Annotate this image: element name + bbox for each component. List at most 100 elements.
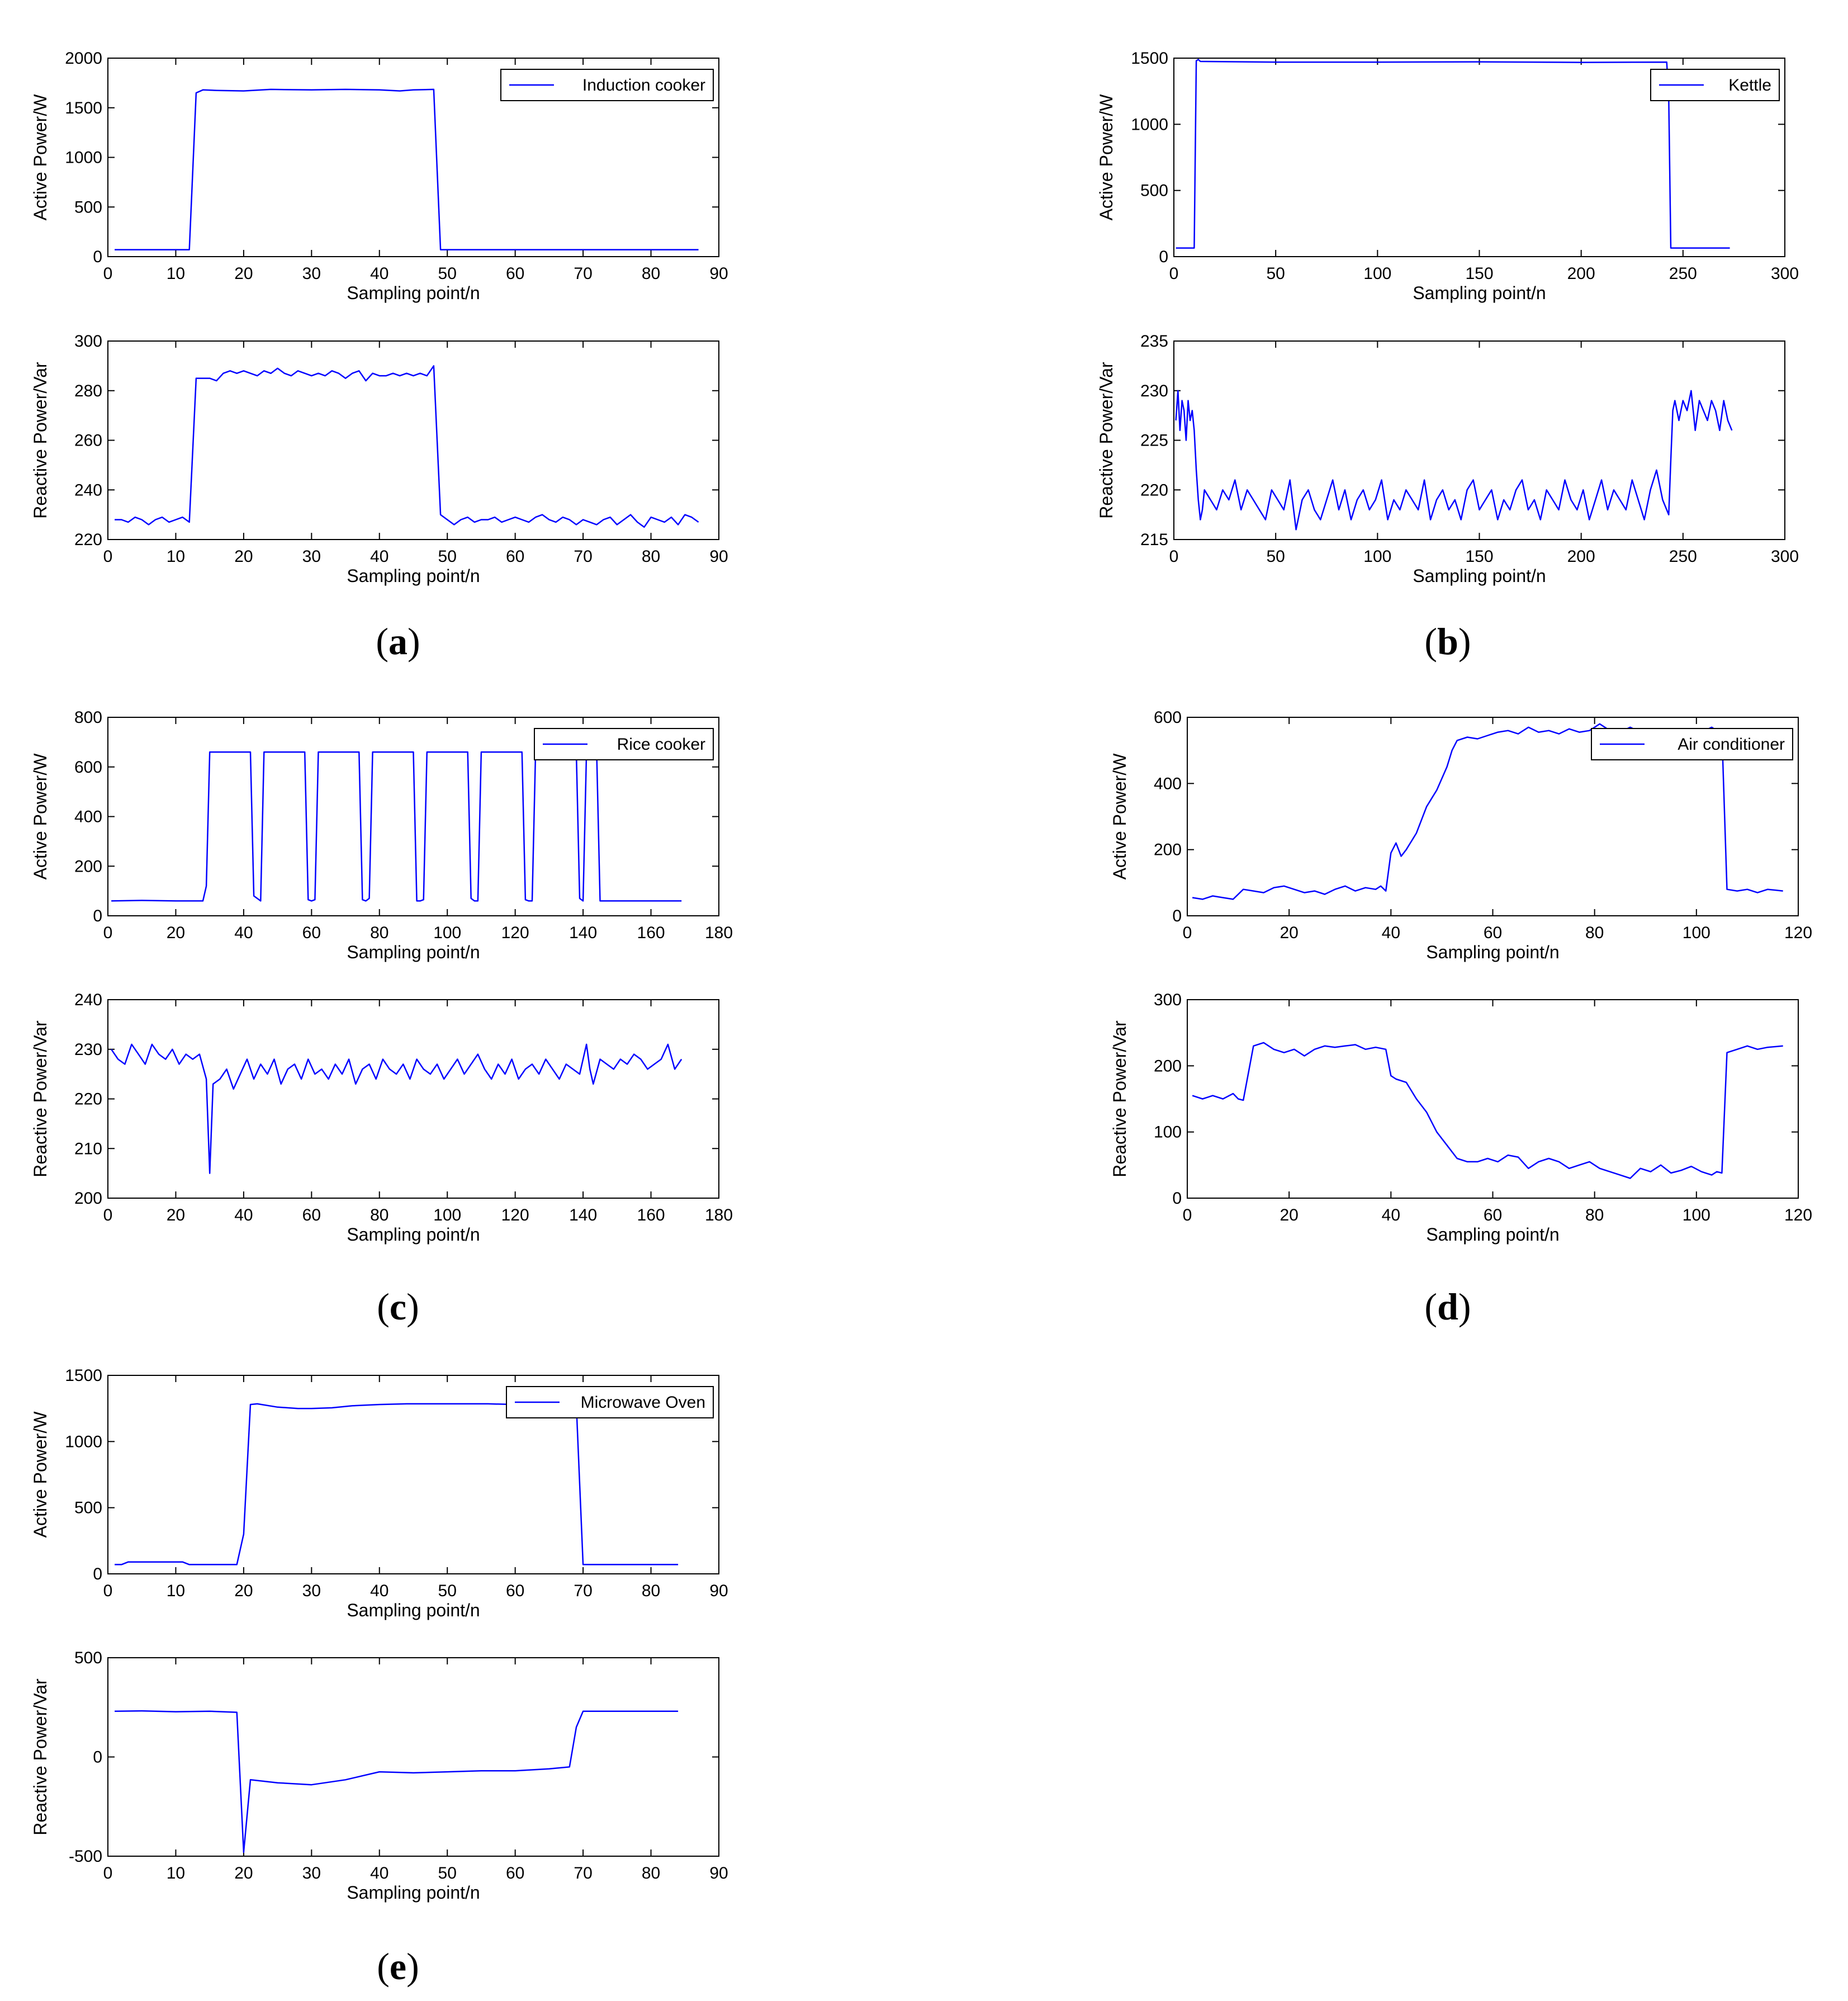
x-tick-label: 20	[167, 1206, 185, 1224]
x-tick-label: 80	[642, 1582, 660, 1600]
y-axis-label: Reactive Power/Var	[30, 1678, 50, 1836]
legend: Microwave Oven	[506, 1386, 714, 1418]
y-tick-label: 240	[74, 481, 102, 499]
x-tick-label: 40	[370, 1864, 388, 1882]
x-tick-label: 100	[1363, 264, 1391, 283]
x-tick-label: 40	[1382, 924, 1400, 942]
x-tick-label: 120	[501, 924, 529, 942]
x-tick-label: 0	[1169, 264, 1179, 283]
y-tick-label: 0	[1172, 1189, 1182, 1208]
y-tick-label: 0	[1159, 248, 1168, 266]
legend-label: Kettle	[1728, 76, 1771, 94]
x-tick-label: 250	[1669, 547, 1697, 566]
x-tick-label: 150	[1465, 264, 1493, 283]
y-tick-label: 400	[74, 808, 102, 826]
y-tick-label: 260	[74, 432, 102, 450]
series-line	[1192, 1042, 1783, 1179]
y-tick-label: 240	[74, 991, 102, 1009]
y-tick-label: 200	[1154, 1057, 1182, 1075]
chart-e-active: 0 10 20 30 40 50 60 70 80 90 0 500 1000 1500 Sampling …	[30, 1366, 728, 1620]
x-tick-label: 30	[302, 1582, 321, 1600]
y-tick-label: 200	[1154, 841, 1182, 859]
y-tick-label: 200	[74, 1189, 102, 1208]
x-axis-label: Sampling point/n	[347, 942, 480, 962]
x-tick-label: 40	[370, 264, 388, 283]
y-tick-label: 1500	[65, 1366, 102, 1385]
x-tick-label: 40	[234, 924, 253, 942]
x-tick-label: 90	[709, 1864, 728, 1882]
x-tick-label: 200	[1567, 547, 1595, 566]
y-tick-label: 600	[1154, 708, 1182, 727]
x-tick-label: 90	[709, 547, 728, 566]
x-tick-label: 50	[1266, 264, 1285, 283]
x-tick-label: 90	[709, 1582, 728, 1600]
y-tick-label: 0	[93, 1748, 102, 1767]
y-tick-label: 200	[74, 857, 102, 876]
x-tick-label: 180	[705, 924, 733, 942]
legend: Induction cooker	[500, 69, 714, 101]
x-tick-label: 90	[709, 264, 728, 283]
plot-area	[1187, 999, 1799, 1199]
x-tick-label: 70	[574, 547, 592, 566]
x-tick-label: 10	[167, 264, 185, 283]
y-tick-label: 400	[1154, 774, 1182, 793]
x-tick-label: 0	[103, 1864, 113, 1882]
chart-c-active: 0 20 40 60 80 100 120 140 160 180 0 200 400 600 800 Sam…	[30, 708, 733, 962]
legend-label: Air conditioner	[1678, 735, 1785, 754]
series-line	[115, 88, 699, 250]
x-tick-label: 120	[501, 1206, 529, 1224]
x-tick-label: 80	[1585, 924, 1604, 942]
x-tick-label: 0	[103, 1206, 113, 1224]
x-axis-label: Sampling point/n	[1426, 1224, 1559, 1245]
y-tick-label: 100	[1154, 1123, 1182, 1142]
x-tick-label: 140	[569, 924, 597, 942]
panel-label-c: (c)	[377, 1285, 419, 1328]
x-tick-label: 100	[1683, 924, 1710, 942]
series-line	[111, 1043, 683, 1174]
x-axis-label: Sampling point/n	[1426, 942, 1559, 962]
x-tick-label: 20	[1280, 924, 1298, 942]
series-line	[115, 1710, 679, 1853]
x-tick-label: 40	[1382, 1206, 1400, 1224]
x-axis-label: Sampling point/n	[1413, 566, 1546, 586]
panel-label-b: (b)	[1424, 620, 1471, 663]
y-tick-label: 1000	[65, 1432, 102, 1451]
x-tick-label: 40	[370, 547, 388, 566]
y-tick-label: 800	[74, 708, 102, 727]
x-tick-label: 160	[637, 1206, 665, 1224]
x-tick-label: 20	[167, 924, 185, 942]
y-tick-label: 0	[93, 1565, 102, 1583]
y-axis-label: Active Power/W	[1096, 94, 1116, 221]
chart-a-active: 0 10 20 30 40 50 60 70 80 90 0 500 1000 1500 2000 Sampl…	[30, 49, 728, 303]
y-tick-label: 210	[74, 1139, 102, 1158]
legend: Air conditioner	[1591, 728, 1793, 760]
y-axis-label: Reactive Power/Var	[30, 1020, 50, 1177]
x-tick-label: 140	[569, 1206, 597, 1224]
x-tick-label: 40	[370, 1582, 388, 1600]
x-tick-label: 50	[438, 547, 457, 566]
panel-label-a: (a)	[376, 620, 420, 663]
x-axis-label: Sampling point/n	[347, 1600, 480, 1620]
x-tick-label: 120	[1784, 924, 1812, 942]
x-tick-label: 60	[1484, 1206, 1502, 1224]
x-tick-label: 0	[103, 264, 113, 283]
x-tick-label: 50	[438, 1582, 457, 1600]
x-axis-label: Sampling point/n	[1413, 283, 1546, 303]
x-tick-label: 50	[438, 264, 457, 283]
x-tick-label: 160	[637, 924, 665, 942]
chart-d-active: 0 20 40 60 80 100 120 0 200 400 600 Sampling point/…	[1110, 708, 1812, 962]
y-tick-label: 300	[1154, 991, 1182, 1009]
x-tick-label: 30	[302, 264, 321, 283]
y-axis-label: Active Power/W	[1110, 753, 1130, 880]
x-tick-label: 100	[1363, 547, 1391, 566]
y-tick-label: 1500	[1131, 49, 1168, 68]
y-tick-label: 220	[74, 1090, 102, 1109]
x-tick-label: 70	[574, 264, 592, 283]
x-tick-label: 80	[642, 547, 660, 566]
x-tick-label: 10	[167, 1864, 185, 1882]
y-tick-label: 2000	[65, 49, 102, 68]
x-tick-label: 0	[1169, 547, 1179, 566]
legend-label: Rice cooker	[617, 735, 705, 754]
x-tick-label: 80	[642, 1864, 660, 1882]
